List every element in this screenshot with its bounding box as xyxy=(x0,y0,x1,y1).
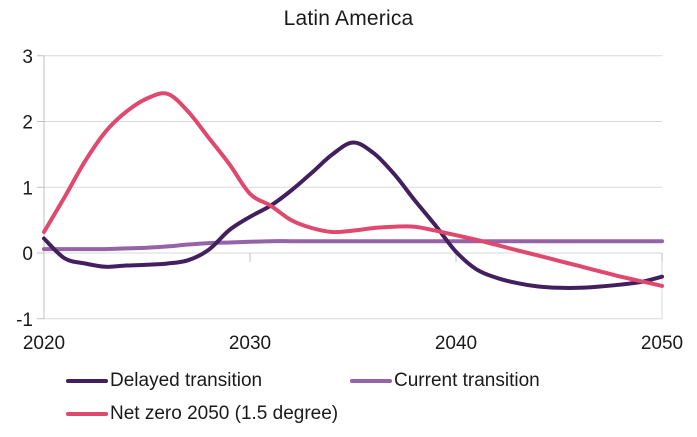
current-transition-line xyxy=(42,239,664,252)
delayed-transition-line-swatch xyxy=(66,379,108,383)
y-tick-label: 3 xyxy=(22,47,33,68)
y-tick-label: 0 xyxy=(22,244,33,265)
y-tick-label: 2 xyxy=(22,113,33,134)
x-tick-label: 2040 xyxy=(435,333,477,354)
legend-item-current-transition: Current transition xyxy=(350,370,540,392)
chart-title: Latin America xyxy=(283,7,414,30)
net-zero-2050-line xyxy=(42,91,664,288)
net-zero-2050-line-swatch xyxy=(66,412,108,416)
current-transition-line-swatch xyxy=(350,379,392,383)
delayed-transition-line xyxy=(42,140,664,291)
legend-label-net-zero-2050: Net zero 2050 (1.5 degree) xyxy=(110,403,339,424)
x-tick-label: 2030 xyxy=(229,333,271,354)
legend-label-current-transition: Current transition xyxy=(394,370,540,391)
legend-item-delayed-transition: Delayed transition xyxy=(66,370,262,392)
x-tick-label: 2050 xyxy=(641,333,683,354)
y-tick-label: 1 xyxy=(22,178,33,199)
legend-item-net-zero-2050: Net zero 2050 (1.5 degree) xyxy=(66,403,338,425)
y-tick-label: -1 xyxy=(16,310,33,331)
x-tick-label: 2020 xyxy=(23,333,65,354)
legend-label-delayed-transition: Delayed transition xyxy=(110,370,263,391)
